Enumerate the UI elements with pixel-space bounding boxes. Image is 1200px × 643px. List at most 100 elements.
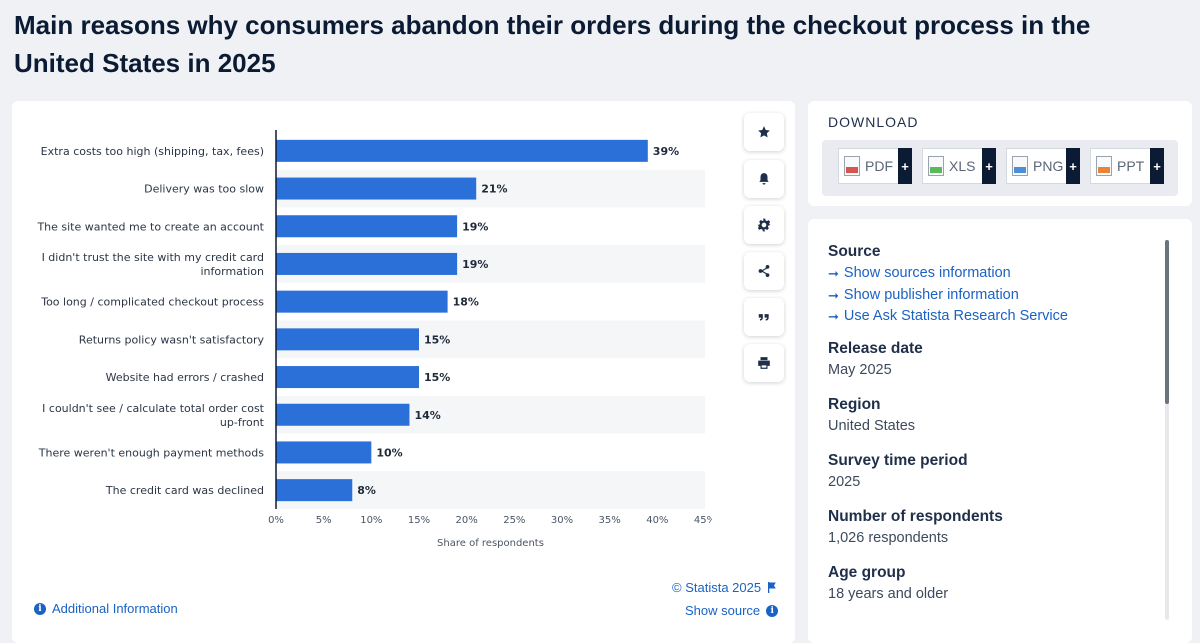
additional-information-link[interactable]: i Additional Information: [34, 601, 178, 616]
category-label: Delivery was too slow: [144, 183, 264, 196]
details-list: Source ➞ Show sources information ➞ Show p…: [828, 241, 1158, 618]
x-tick-label: 30%: [551, 515, 573, 526]
flag-icon: [768, 582, 776, 593]
copyright-label: © Statista 2025: [672, 580, 762, 595]
category-label: Extra costs too high (shipping, tax, fee…: [41, 145, 264, 158]
xls-file-icon: [928, 156, 944, 176]
favorite-button[interactable]: [744, 113, 784, 151]
show-source-link[interactable]: Show source i: [685, 603, 779, 618]
share-icon: [758, 265, 770, 277]
data-label: 19%: [462, 258, 488, 271]
region-value: United States: [828, 417, 916, 434]
x-tick-label: 10%: [360, 515, 382, 526]
download-title: DOWNLOAD: [828, 114, 919, 130]
plus-icon: +: [898, 148, 912, 184]
scrollbar-thumb[interactable]: [1165, 240, 1169, 404]
data-label: 18%: [453, 296, 479, 309]
download-pdf-label: PDF: [865, 158, 893, 174]
bar: [276, 290, 448, 313]
age-group-value: 18 years and older: [828, 585, 949, 602]
download-png-button[interactable]: PNG +: [1006, 148, 1080, 184]
settings-button[interactable]: [744, 206, 784, 244]
pdf-file-icon: [844, 156, 860, 176]
plus-icon: +: [1150, 148, 1164, 184]
arrow-right-icon: ➞: [828, 309, 839, 324]
category-label: Too long / complicated checkout process: [40, 296, 264, 309]
release-date-value: May 2025: [828, 361, 892, 378]
notification-button[interactable]: [744, 160, 784, 198]
category-label: The site wanted me to create an account: [36, 220, 264, 233]
show-sources-link[interactable]: ➞ Show sources information: [828, 263, 1158, 285]
data-label: 10%: [376, 446, 402, 459]
png-file-icon: [1012, 156, 1028, 176]
x-tick-label: 25%: [503, 515, 525, 526]
category-label: The credit card was declined: [105, 484, 264, 497]
x-tick-label: 20%: [456, 515, 478, 526]
data-label: 14%: [414, 409, 440, 422]
download-ppt-button[interactable]: PPT +: [1090, 148, 1164, 184]
print-button[interactable]: [744, 344, 784, 382]
show-publisher-link[interactable]: ➞ Show publisher information: [828, 285, 1158, 307]
data-label: 19%: [462, 220, 488, 233]
info-icon: i: [766, 604, 779, 617]
download-png-label: PNG: [1033, 158, 1064, 174]
arrow-right-icon: ➞: [828, 287, 839, 303]
print-icon: [758, 357, 770, 369]
bar: [276, 252, 458, 275]
category-label: There weren't enough payment methods: [38, 446, 264, 459]
download-xls-button[interactable]: XLS +: [922, 148, 996, 184]
plus-icon: +: [982, 148, 996, 184]
bar: [276, 177, 477, 200]
download-pdf-button[interactable]: PDF +: [838, 148, 912, 184]
region-heading: Region: [828, 395, 881, 413]
ask-statista-link[interactable]: ➞ Use Ask Statista Research Service: [828, 306, 1158, 328]
x-tick-label: 40%: [646, 515, 668, 526]
bar-chart: 39% Extra costs too high (shipping, tax, …: [36, 130, 712, 549]
bar: [276, 441, 372, 464]
arrow-right-icon: ➞: [828, 266, 839, 281]
data-label: 39%: [653, 145, 679, 158]
star-icon: [758, 126, 770, 138]
data-label: 15%: [424, 371, 450, 384]
bar: [276, 328, 419, 351]
bell-icon: [759, 173, 769, 185]
ppt-file-icon: [1096, 156, 1112, 176]
survey-period-value: 2025: [828, 473, 861, 490]
page-title: Main reasons why consumers abandon their…: [14, 10, 1091, 78]
download-xls-label: XLS: [949, 158, 976, 174]
category-label: I couldn't see / calculate total order c…: [42, 402, 265, 429]
bar: [276, 403, 410, 426]
category-label: Returns policy wasn't satisfactory: [79, 333, 265, 346]
cite-button[interactable]: [744, 298, 784, 336]
x-tick-label: 35%: [599, 515, 621, 526]
x-tick-label: 45%: [694, 515, 712, 526]
respondents-heading: Number of respondents: [828, 507, 1003, 525]
x-tick-label: 5%: [316, 515, 332, 526]
show-source-label: Show source: [685, 603, 761, 618]
plus-icon: +: [1066, 148, 1080, 184]
statistic-details-panel: Source ➞ Show sources information ➞ Show p…: [808, 219, 1192, 643]
x-tick-label: 15%: [408, 515, 430, 526]
info-icon: i: [34, 602, 46, 615]
quote-icon: [758, 314, 769, 321]
details-scrollbar[interactable]: [1165, 240, 1169, 620]
category-label: I didn't trust the site with my credit c…: [42, 251, 264, 278]
copyright: © Statista 2025: [672, 580, 777, 595]
release-date-heading: Release date: [828, 339, 923, 357]
download-panel: DOWNLOAD PDF + XLS + PNG + PPT +: [808, 101, 1192, 206]
data-label: 8%: [357, 484, 376, 497]
respondents-value: 1,026 respondents: [828, 529, 949, 546]
download-buttons: PDF + XLS + PNG + PPT +: [822, 140, 1178, 196]
age-group-heading: Age group: [828, 563, 906, 581]
additional-information-label: Additional Information: [52, 601, 178, 616]
source-heading: Source: [828, 243, 881, 260]
share-button[interactable]: [744, 252, 784, 290]
category-label: Website had errors / crashed: [106, 371, 264, 384]
download-ppt-label: PPT: [1117, 158, 1145, 174]
data-label: 15%: [424, 333, 450, 346]
bar: [276, 366, 419, 389]
x-axis-title: Share of respondents: [437, 538, 544, 549]
gear-icon: [757, 218, 771, 232]
bar: [276, 479, 353, 502]
bar: [276, 215, 458, 238]
